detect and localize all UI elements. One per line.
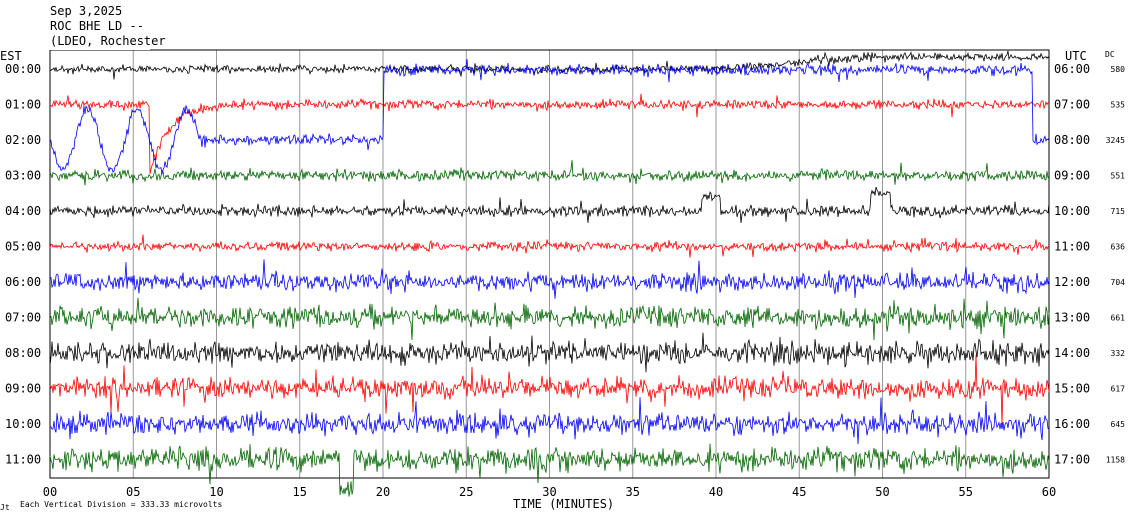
- trace-08:00: [49, 332, 1050, 373]
- x-tick-label-15: 15: [293, 485, 307, 499]
- trace-01:00: [49, 93, 1050, 174]
- est-label-07:00: 07:00: [5, 311, 41, 325]
- trace-10:00: [49, 397, 1050, 445]
- est-label-08:00: 08:00: [5, 346, 41, 360]
- x-tick-label-30: 30: [542, 485, 556, 499]
- header-date: Sep 3,2025: [50, 4, 122, 18]
- dc-value-04:00: 715: [1111, 207, 1126, 216]
- x-tick-label-05: 05: [126, 485, 140, 499]
- x-tick-label-55: 55: [959, 485, 973, 499]
- header-station: ROC BHE LD --: [50, 19, 144, 33]
- x-tick-labels: 00 05 10 15 20 25 30 35 40 45 50 55 60: [43, 485, 1056, 499]
- dc-value-00:00: 580: [1111, 65, 1126, 74]
- utc-label-11:00: 11:00: [1054, 240, 1090, 254]
- est-label-11:00: 11:00: [5, 453, 41, 467]
- utc-label-17:00: 17:00: [1054, 453, 1090, 467]
- utc-label-13:00: 13:00: [1054, 311, 1090, 325]
- utc-label-14:00: 14:00: [1054, 346, 1090, 360]
- x-tick-label-35: 35: [626, 485, 640, 499]
- dc-value-01:00: 535: [1111, 101, 1126, 110]
- minute-gridlines: [132, 50, 967, 478]
- dc-value-09:00: 617: [1111, 385, 1126, 394]
- trace-04:00: [49, 186, 1050, 223]
- dc-value-03:00: 551: [1111, 172, 1126, 181]
- est-label-05:00: 05:00: [5, 240, 41, 254]
- utc-label-12:00: 12:00: [1054, 275, 1090, 289]
- right-timezone-label: UTC: [1065, 49, 1087, 63]
- utc-label-16:00: 16:00: [1054, 417, 1090, 431]
- dc-column-header: DC: [1105, 50, 1115, 59]
- trace-09:00: [49, 354, 1050, 425]
- utc-label-08:00: 08:00: [1054, 133, 1090, 147]
- dc-value-02:00: 3245: [1106, 136, 1125, 145]
- utc-label-06:00: 06:00: [1054, 62, 1090, 76]
- est-label-09:00: 09:00: [5, 382, 41, 396]
- plot-frame: [49, 49, 1050, 479]
- trace-11:00: [49, 443, 1050, 497]
- utc-label-10:00: 10:00: [1054, 204, 1090, 218]
- est-hour-labels: 00:00 01:00 02:00 03:00 04:00 05:00 06:00 07:00…: [5, 62, 41, 467]
- dc-value-05:00: 636: [1111, 243, 1126, 252]
- est-label-00:00: 00:00: [5, 62, 41, 76]
- seismic-traces: [49, 50, 1050, 497]
- utc-label-15:00: 15:00: [1054, 382, 1090, 396]
- est-label-03:00: 03:00: [5, 169, 41, 183]
- dc-value-06:00: 704: [1111, 278, 1126, 287]
- trace-02:00: [49, 58, 1050, 175]
- est-label-01:00: 01:00: [5, 98, 41, 112]
- trace-06:00: [49, 259, 1050, 299]
- trace-00:00: [49, 50, 1050, 80]
- dc-value-10:00: 645: [1111, 420, 1126, 429]
- x-tick-label-00: 00: [43, 485, 57, 499]
- est-label-06:00: 06:00: [5, 275, 41, 289]
- x-tick-label-40: 40: [709, 485, 723, 499]
- dc-value-11:00: 1158: [1106, 456, 1125, 465]
- trace-07:00: [49, 297, 1050, 341]
- trace-05:00: [49, 234, 1050, 258]
- header-organization: (LDEO, Rochester: [50, 34, 166, 48]
- x-tick-label-25: 25: [459, 485, 473, 499]
- x-tick-label-60: 60: [1042, 485, 1056, 499]
- x-axis-title: TIME (MINUTES): [513, 497, 614, 511]
- x-tick-label-10: 10: [209, 485, 223, 499]
- corner-mark: Jt: [0, 503, 10, 512]
- trace-03:00: [49, 160, 1050, 186]
- dc-value-07:00: 661: [1111, 314, 1126, 323]
- x-tick-label-50: 50: [875, 485, 889, 499]
- est-label-10:00: 10:00: [5, 417, 41, 431]
- x-tick-label-45: 45: [792, 485, 806, 499]
- header-backdrop: [46, 0, 150, 50]
- utc-label-07:00: 07:00: [1054, 98, 1090, 112]
- utc-label-09:00: 09:00: [1054, 169, 1090, 183]
- dc-value-08:00: 332: [1111, 349, 1126, 358]
- est-label-04:00: 04:00: [5, 204, 41, 218]
- dc-offset-labels: 580 535 3245 551 715 636 704 661 332 617 645 1158: [1106, 65, 1125, 465]
- footer-scale-note: Each Vertical Division = 333.33 microvol…: [20, 500, 222, 509]
- est-label-02:00: 02:00: [5, 133, 41, 147]
- utc-hour-labels: 06:00 07:00 08:00 09:00 10:00 11:00 12:00 13:00…: [1054, 62, 1090, 467]
- x-tick-label-20: 20: [376, 485, 390, 499]
- left-timezone-label: EST: [0, 49, 22, 63]
